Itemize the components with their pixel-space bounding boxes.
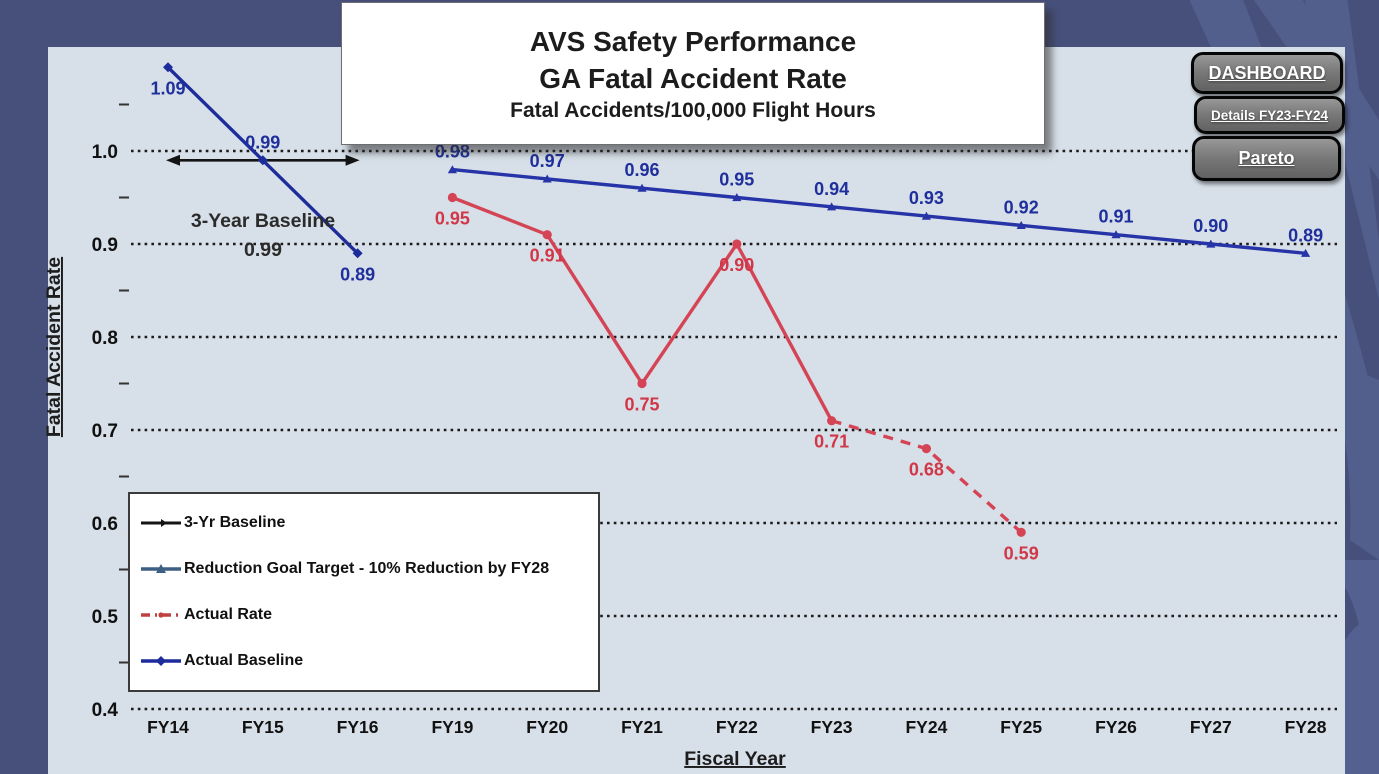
- chart-legend: 3-Yr Baseline Reduction Goal Target - 10…: [128, 492, 600, 692]
- chart-title-line1: AVS Safety Performance: [529, 25, 857, 57]
- legend-item-3yr-baseline: 3-Yr Baseline: [140, 514, 594, 532]
- pareto-button[interactable]: Pareto: [1192, 136, 1341, 181]
- legend-label: Reduction Goal Target - 10% Reduction by…: [184, 560, 550, 577]
- legend-label: Actual Baseline: [184, 652, 304, 669]
- legend-sample-line-black: [141, 519, 181, 527]
- legend-item-actual-baseline: Actual Baseline: [140, 652, 594, 670]
- legend-label: 3-Yr Baseline: [184, 514, 286, 531]
- legend-sample-line-diamond: [141, 656, 181, 666]
- dashboard-button[interactable]: DASHBOARD: [1191, 52, 1343, 94]
- details-fy23-fy24-button[interactable]: Details FY23-FY24: [1194, 96, 1345, 134]
- legend-item-actual-rate: Actual Rate: [140, 606, 594, 624]
- chart-title-line2: GA Fatal Accident Rate: [539, 62, 847, 94]
- legend-sample-dash-dot: [141, 612, 181, 618]
- chart-title-box: AVS Safety Performance GA Fatal Accident…: [341, 2, 1045, 145]
- legend-item-reduction-goal-target: Reduction Goal Target - 10% Reduction by…: [140, 560, 594, 578]
- legend-sample-line-triangle: [141, 564, 181, 573]
- chart-subtitle: Fatal Accidents/100,000 Flight Hours: [510, 98, 876, 122]
- legend-label: Actual Rate: [184, 606, 273, 623]
